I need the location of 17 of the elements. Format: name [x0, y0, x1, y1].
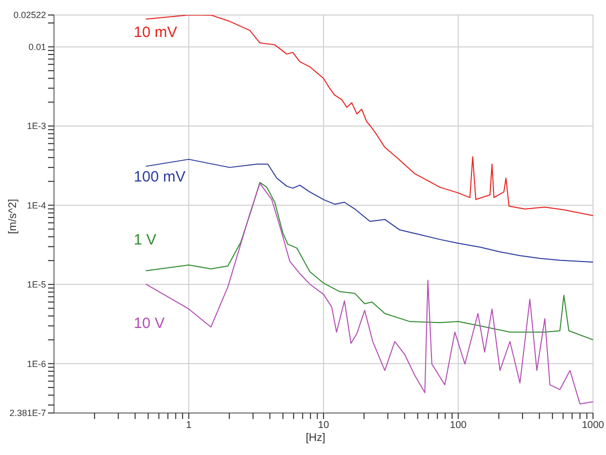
x-tick-label: 10 [318, 420, 330, 432]
y-tick-label: 1E-3 [26, 121, 46, 132]
y-tick-label: 0.02522 [13, 10, 46, 20]
y-tick-label: 0.01 [28, 42, 46, 52]
series-label: 10 V [134, 315, 165, 332]
x-axis-title: [Hz] [306, 432, 326, 444]
y-tick-label: 1E-4 [26, 200, 46, 210]
x-tick-label: 1 [186, 420, 192, 432]
y-tick-label: 1E-5 [26, 280, 46, 290]
series-label: 100 mV [134, 168, 186, 186]
x-tick-label: 1000 [582, 420, 605, 432]
series-label: 10 mV [134, 24, 178, 42]
x-tick-label: 100 [450, 420, 468, 432]
y-axis-title: [m/s^2] [6, 198, 19, 234]
y-tick-label: 1E-6 [26, 358, 46, 369]
y-tick-label: 2.381E-7 [9, 408, 46, 418]
series-label: 1 V [134, 232, 156, 249]
